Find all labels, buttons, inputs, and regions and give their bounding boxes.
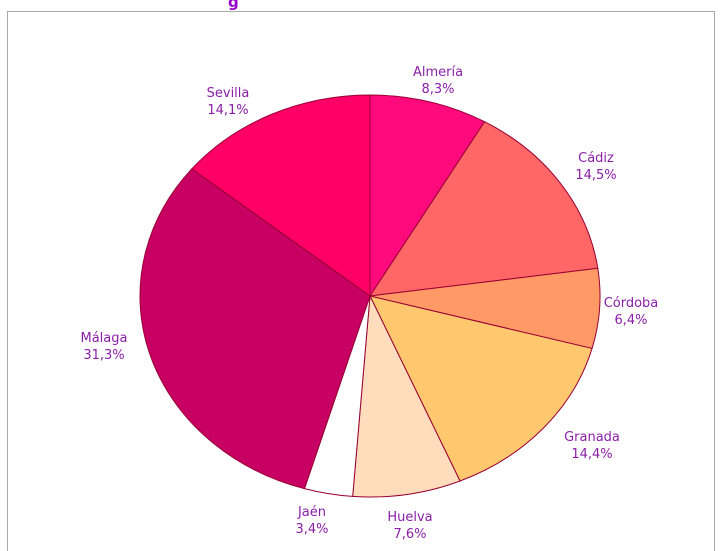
slice-name-label: Córdoba (604, 296, 659, 311)
pie-slice-0 (369, 94, 486, 298)
slice-value-label: 14,5% (575, 168, 616, 183)
pie-slice-1 (368, 121, 599, 297)
pie-slice-3 (369, 295, 593, 482)
slice-value-label: 3,4% (295, 522, 328, 537)
title-strip: g (0, 0, 723, 12)
slice-name-label: Málaga (81, 331, 128, 346)
slice-value-label: 8,3% (421, 82, 454, 97)
slice-name-label: Huelva (387, 510, 432, 525)
slice-value-label: 6,4% (614, 313, 647, 328)
slice-value-label: 7,6% (393, 527, 426, 540)
slice-name-label: Sevilla (207, 86, 250, 101)
slice-value-label: 14,4% (571, 447, 612, 462)
pie-slice-4 (352, 294, 461, 498)
slice-name-label: Granada (564, 430, 620, 445)
slice-name-label: Almería (413, 65, 463, 80)
chart-title-fragment: g (228, 0, 239, 11)
slice-value-label: 14,1% (207, 103, 248, 118)
slice-name-label: Cádiz (578, 151, 614, 166)
slice-name-label: Jaén (297, 505, 326, 520)
pie-slice-7 (191, 94, 371, 297)
pie-slice-6 (139, 168, 371, 490)
slice-value-label: 31,3% (83, 348, 124, 363)
